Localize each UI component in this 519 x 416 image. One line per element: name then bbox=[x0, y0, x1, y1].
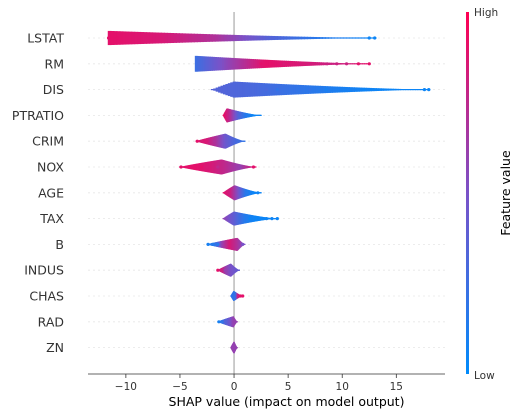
outlier-point bbox=[216, 242, 220, 246]
outlier-point bbox=[427, 88, 431, 92]
x-tick-label: −10 bbox=[115, 381, 137, 393]
outlier-point bbox=[199, 139, 204, 143]
outlier-point bbox=[248, 217, 252, 221]
colorbar-gradient bbox=[466, 12, 469, 374]
outlier-point bbox=[212, 139, 217, 143]
violin-lstat bbox=[106, 30, 377, 46]
outlier-point bbox=[335, 62, 339, 66]
violin-rad bbox=[217, 316, 238, 328]
outlier-point bbox=[205, 165, 209, 169]
colorbar-high-label: High bbox=[474, 7, 498, 19]
x-axis: −10 −5 0 5 10 15 bbox=[88, 373, 445, 393]
outlier-point bbox=[195, 139, 199, 143]
outlier-point bbox=[210, 242, 215, 246]
outlier-point bbox=[206, 242, 210, 246]
violin-chas bbox=[230, 291, 245, 301]
colorbar: High Low Feature value bbox=[466, 7, 513, 382]
x-tick-label: 5 bbox=[285, 381, 292, 393]
colorbar-low-label: Low bbox=[474, 370, 495, 382]
outlier-point bbox=[270, 217, 274, 221]
feature-label-zn: ZN bbox=[46, 340, 64, 355]
outlier-point bbox=[106, 36, 111, 40]
outlier-point bbox=[275, 217, 279, 221]
feature-label-tax: TAX bbox=[39, 211, 64, 226]
outlier-point bbox=[344, 62, 349, 66]
feature-label-lstat: LSTAT bbox=[27, 31, 64, 46]
outlier-point bbox=[367, 62, 371, 66]
outlier-point bbox=[111, 36, 115, 40]
feature-label-nox: NOX bbox=[37, 160, 64, 175]
outlier-point bbox=[216, 268, 220, 272]
x-tick-label: 10 bbox=[336, 381, 349, 393]
outlier-point bbox=[223, 320, 227, 324]
outlier-point bbox=[367, 36, 371, 40]
feature-labels: LSTAT RM DIS PTRATIO CRIM NOX AGE TAX B INDUS CHAS… bbox=[12, 31, 65, 356]
outlier-point bbox=[282, 62, 286, 66]
outlier-point bbox=[115, 36, 119, 40]
outlier-point bbox=[179, 165, 183, 169]
outlier-point bbox=[264, 217, 269, 221]
outlier-point bbox=[259, 217, 263, 221]
outlier-point bbox=[216, 165, 220, 169]
x-tick-label: 15 bbox=[390, 381, 403, 393]
feature-label-rad: RAD bbox=[38, 314, 64, 329]
outlier-point bbox=[275, 88, 279, 92]
outlier-point bbox=[362, 88, 366, 92]
violin-zn bbox=[230, 341, 238, 354]
feature-label-indus: INDUS bbox=[24, 263, 64, 278]
violin-age bbox=[222, 185, 262, 201]
violin-nox bbox=[179, 159, 257, 175]
outlier-point bbox=[220, 320, 224, 324]
outlier-point bbox=[356, 62, 361, 66]
outlier-point bbox=[422, 88, 427, 92]
violins bbox=[106, 30, 431, 354]
violin-crim bbox=[195, 133, 246, 149]
outlier-point bbox=[325, 62, 329, 66]
feature-label-crim: CRIM bbox=[32, 134, 64, 149]
feature-label-dis: DIS bbox=[43, 82, 64, 97]
outlier-point bbox=[270, 62, 274, 66]
outlier-point bbox=[205, 139, 209, 143]
colorbar-title: Feature value bbox=[498, 150, 513, 236]
outlier-point bbox=[297, 88, 301, 92]
violin-rm bbox=[194, 55, 371, 72]
feature-label-ptratio: PTRATIO bbox=[12, 108, 64, 123]
violin-tax bbox=[222, 211, 279, 226]
violin-b bbox=[206, 237, 246, 251]
feature-label-chas: CHAS bbox=[29, 289, 64, 304]
outlier-point bbox=[308, 88, 312, 92]
x-tick-label: 0 bbox=[231, 381, 238, 393]
outlier-point bbox=[264, 88, 269, 92]
outlier-point bbox=[199, 165, 204, 169]
outlier-point bbox=[251, 165, 256, 169]
outlier-point bbox=[259, 62, 263, 66]
outlier-point bbox=[373, 36, 377, 40]
outlier-point bbox=[351, 88, 355, 92]
outlier-point bbox=[241, 242, 245, 246]
x-tick-label: −5 bbox=[172, 381, 187, 393]
violin-ptratio bbox=[222, 108, 262, 123]
violin-indus bbox=[216, 263, 240, 277]
outlier-point bbox=[324, 88, 328, 92]
outlier-point bbox=[219, 268, 223, 272]
outlier-point bbox=[217, 320, 221, 324]
outlier-point bbox=[254, 217, 258, 221]
outlier-point bbox=[245, 191, 249, 195]
outlier-point bbox=[223, 268, 227, 272]
feature-label-age: AGE bbox=[38, 185, 64, 200]
outlier-point bbox=[241, 294, 245, 298]
outlier-point bbox=[256, 191, 260, 195]
violin-dis bbox=[210, 81, 431, 98]
feature-label-b: B bbox=[55, 237, 64, 252]
feature-label-rm: RM bbox=[45, 56, 64, 71]
x-axis-title: SHAP value (impact on model output) bbox=[169, 394, 405, 409]
